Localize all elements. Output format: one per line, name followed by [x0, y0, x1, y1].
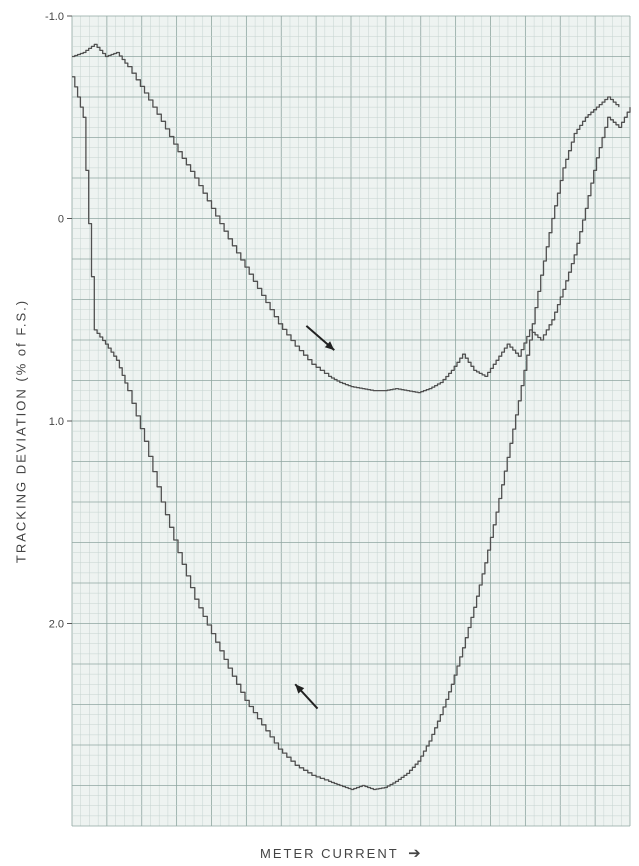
x-axis-label-wrap: METER CURRENT ➔	[260, 844, 423, 862]
direction-arrowhead-up-left	[295, 684, 305, 694]
y-tick-label: 2.0	[49, 619, 64, 631]
x-axis-label: METER CURRENT	[260, 846, 399, 861]
series-line-decreasing	[71, 76, 620, 791]
y-tick-label: -1.0	[45, 11, 64, 23]
direction-arrowhead-down-right	[324, 341, 335, 351]
x-axis-arrow-icon: ➔	[408, 845, 423, 862]
y-tick-label: 1.0	[49, 416, 64, 428]
y-tick-label: 0	[58, 214, 64, 226]
y-axis-label: TRACKING DEVIATION (% of F.S.)	[13, 298, 29, 564]
series-line-increasing	[72, 43, 631, 394]
